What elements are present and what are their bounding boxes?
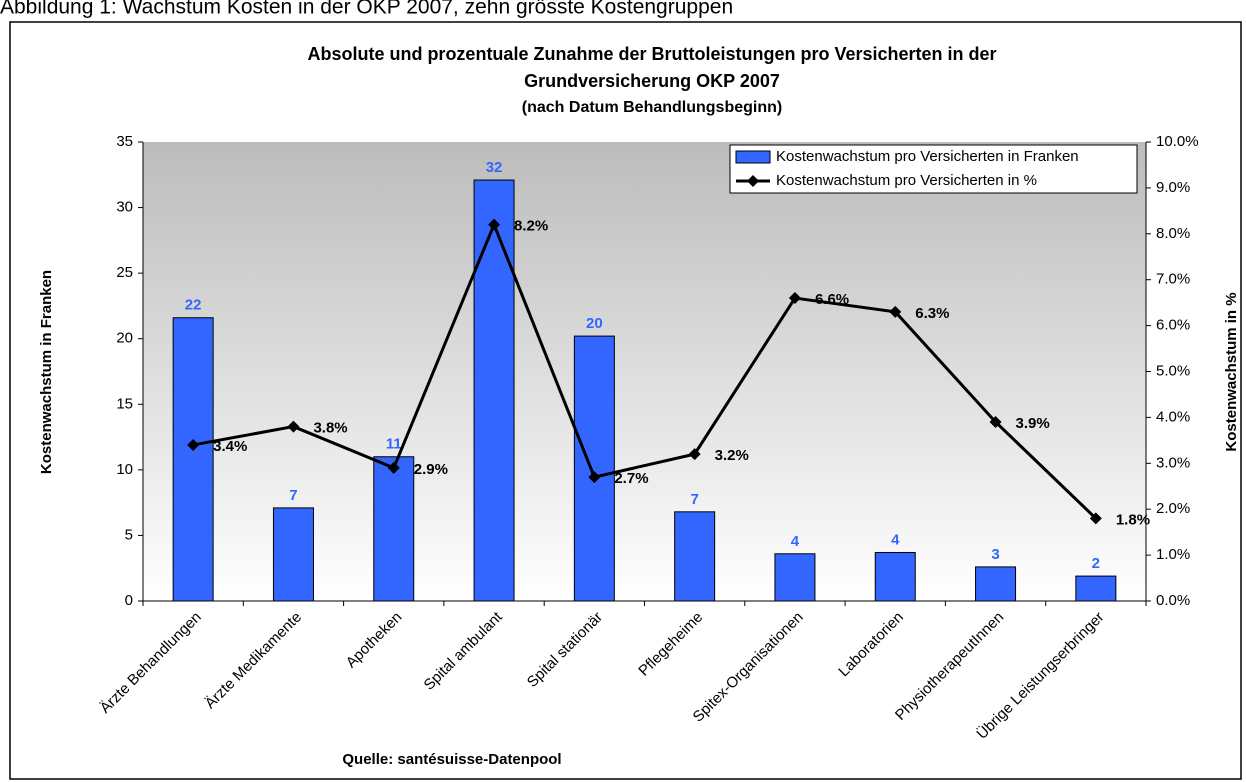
y2-tick-label: 7.0% — [1156, 271, 1190, 288]
line-marker — [688, 448, 701, 461]
y-tick-label: 20 — [116, 330, 133, 347]
bar-value-label: 22 — [185, 297, 202, 314]
line — [192, 220, 1097, 520]
y2-tick-label: 5.0% — [1156, 362, 1190, 379]
line-value-label: 3.4% — [213, 438, 247, 455]
line-value-label: 1.8% — [1116, 511, 1150, 528]
y-tick-label: 15 — [116, 395, 133, 412]
legend-label: Kostenwachstum pro Versicherten in Frank… — [776, 148, 1079, 165]
y2-tick-label: 2.0% — [1156, 500, 1190, 517]
legend — [729, 144, 1138, 194]
y-tick-label: 5 — [125, 526, 133, 543]
line-marker — [889, 305, 902, 318]
bar-value-label: 7 — [690, 491, 698, 508]
bar-value-label: 4 — [891, 531, 900, 548]
line-value-label: 6.6% — [815, 291, 849, 308]
line-value-label: 8.2% — [514, 218, 548, 235]
y2-tick-label: 0.0% — [1156, 592, 1190, 609]
line-marker — [488, 218, 501, 231]
line-marker — [287, 420, 300, 433]
y2-tick-label: 1.0% — [1156, 546, 1190, 563]
legend-swatch — [747, 175, 759, 187]
y-tick-label: 35 — [116, 133, 133, 150]
bar — [172, 317, 214, 602]
line-marker — [788, 292, 801, 305]
line-marker — [387, 461, 400, 474]
y-tick-label: 0 — [125, 592, 133, 609]
page-heading: Abbildung 1: Wachstum Kosten in der OKP … — [0, 0, 733, 19]
line-value-label: 2.9% — [414, 461, 448, 478]
y2-tick-label: 9.0% — [1156, 179, 1190, 196]
bar-value-label: 4 — [791, 533, 800, 550]
y2-tick-label: 3.0% — [1156, 454, 1190, 471]
line-marker — [1089, 512, 1102, 525]
bar — [1075, 575, 1117, 602]
line-value-label: 3.2% — [715, 447, 749, 464]
bar-value-label: 3 — [991, 546, 999, 563]
line-value-label: 3.8% — [313, 420, 347, 437]
y2-tick-label: 8.0% — [1156, 225, 1190, 242]
chart-title: Grundversicherung OKP 2007 — [524, 71, 780, 91]
y2-tick-label: 6.0% — [1156, 317, 1190, 334]
chart-subtitle: (nach Datum Behandlungsbeginn) — [522, 99, 782, 116]
chart-title: Absolute und prozentuale Zunahme der Bru… — [307, 44, 996, 64]
line-value-label: 6.3% — [915, 305, 949, 322]
x-axis-label: Quelle: santésuisse-Datenpool — [342, 751, 561, 768]
y2-axis-label: Kostenwachstum in % — [1223, 292, 1240, 451]
bar — [975, 566, 1017, 602]
line-value-label: 3.9% — [1016, 415, 1050, 432]
legend-swatch — [735, 150, 771, 164]
y2-tick-label: 10.0% — [1156, 133, 1199, 150]
bar — [674, 511, 716, 602]
line-marker — [588, 471, 601, 484]
bar-value-label: 32 — [486, 159, 503, 176]
bar — [272, 507, 314, 602]
bar-value-label: 11 — [386, 436, 402, 453]
y-tick-label: 25 — [116, 264, 133, 281]
line-marker — [989, 415, 1002, 428]
bar-value-label: 2 — [1092, 555, 1100, 572]
bar — [774, 553, 816, 602]
y-tick-label: 30 — [116, 199, 133, 216]
bar — [373, 456, 415, 602]
bar — [473, 179, 515, 602]
y-tick-label: 10 — [116, 461, 133, 478]
y2-tick-label: 4.0% — [1156, 408, 1190, 425]
bar-value-label: 20 — [586, 315, 603, 332]
line-marker — [187, 438, 200, 451]
line-value-label: 2.7% — [614, 470, 648, 487]
y-axis-label: Kostenwachstum in Franken — [38, 270, 55, 474]
bar — [573, 335, 615, 602]
legend-label: Kostenwachstum pro Versicherten in % — [776, 172, 1037, 189]
bar-value-label: 7 — [289, 487, 297, 504]
bar — [874, 551, 916, 602]
